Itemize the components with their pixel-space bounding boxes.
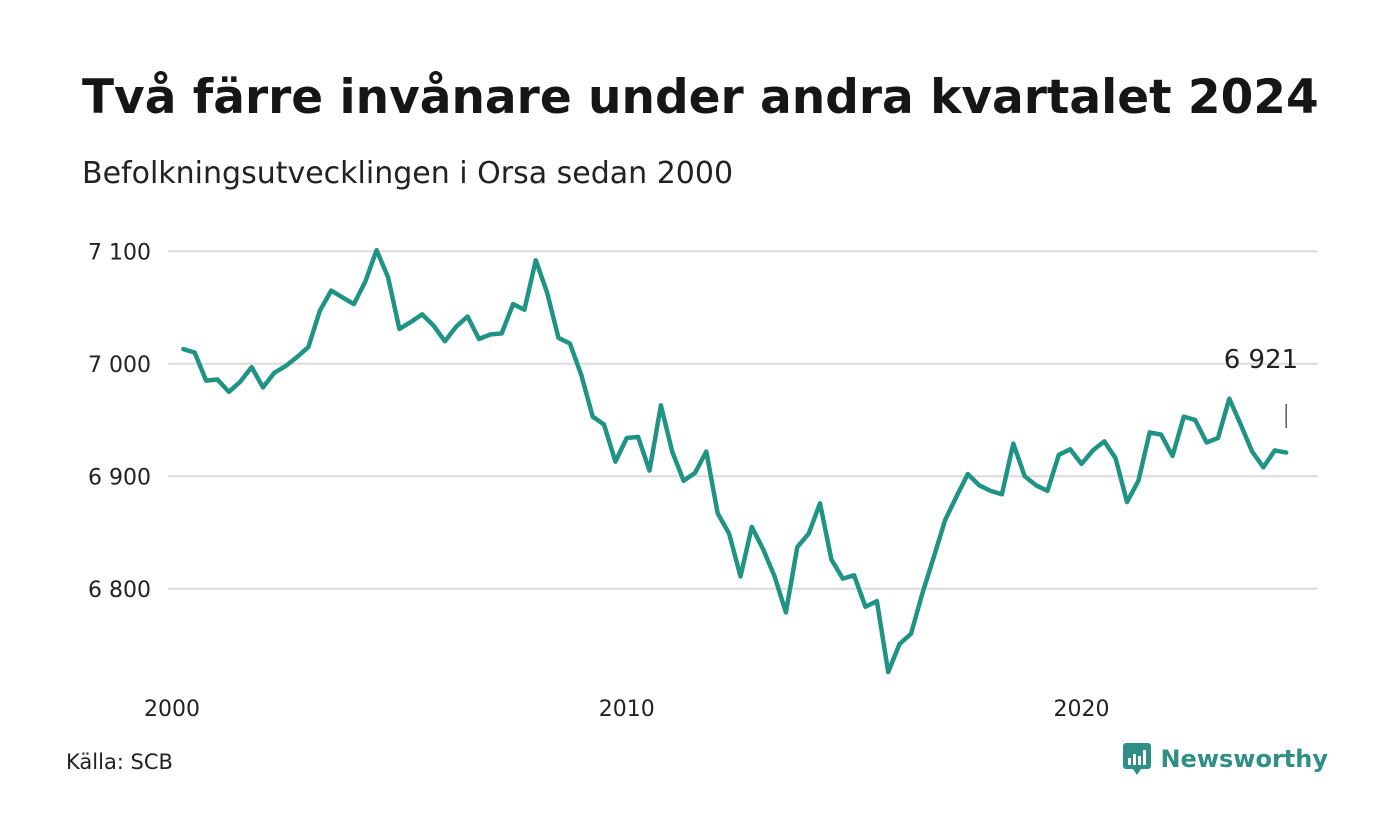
y-tick-label: 7 100 <box>88 240 151 265</box>
y-tick-label: 6 800 <box>88 578 151 603</box>
brand-logo[interactable]: Newsworthy <box>1122 742 1328 776</box>
x-axis-ticks: 2000 2010 2020 <box>144 697 1110 722</box>
end-annotation: 6 921 <box>1224 345 1298 428</box>
brand-name: Newsworthy <box>1160 745 1328 773</box>
series-group <box>181 247 1289 675</box>
series-line <box>181 247 1289 675</box>
chart-subtitle: Befolkningsutvecklingen i Orsa sedan 200… <box>82 156 734 191</box>
newsworthy-logo-icon <box>1123 743 1152 775</box>
source-note: Källa: SCB <box>66 750 173 774</box>
y-tick-label: 7 000 <box>88 353 151 378</box>
x-tick-label: 2020 <box>1054 697 1110 722</box>
y-axis-ticks: 6 800 6 900 7 000 7 100 <box>88 240 151 603</box>
y-tick-label: 6 900 <box>88 465 151 490</box>
end-value-label: 6 921 <box>1224 345 1298 375</box>
chart-title: Två färre invånare under andra kvartalet… <box>82 70 1319 125</box>
x-tick-label: 2010 <box>599 697 655 722</box>
gridlines <box>168 250 1318 590</box>
x-tick-label: 2000 <box>144 697 200 722</box>
line-chart: 6 800 6 900 7 000 7 100 2000 2010 2020 6 921 <box>88 240 1318 722</box>
